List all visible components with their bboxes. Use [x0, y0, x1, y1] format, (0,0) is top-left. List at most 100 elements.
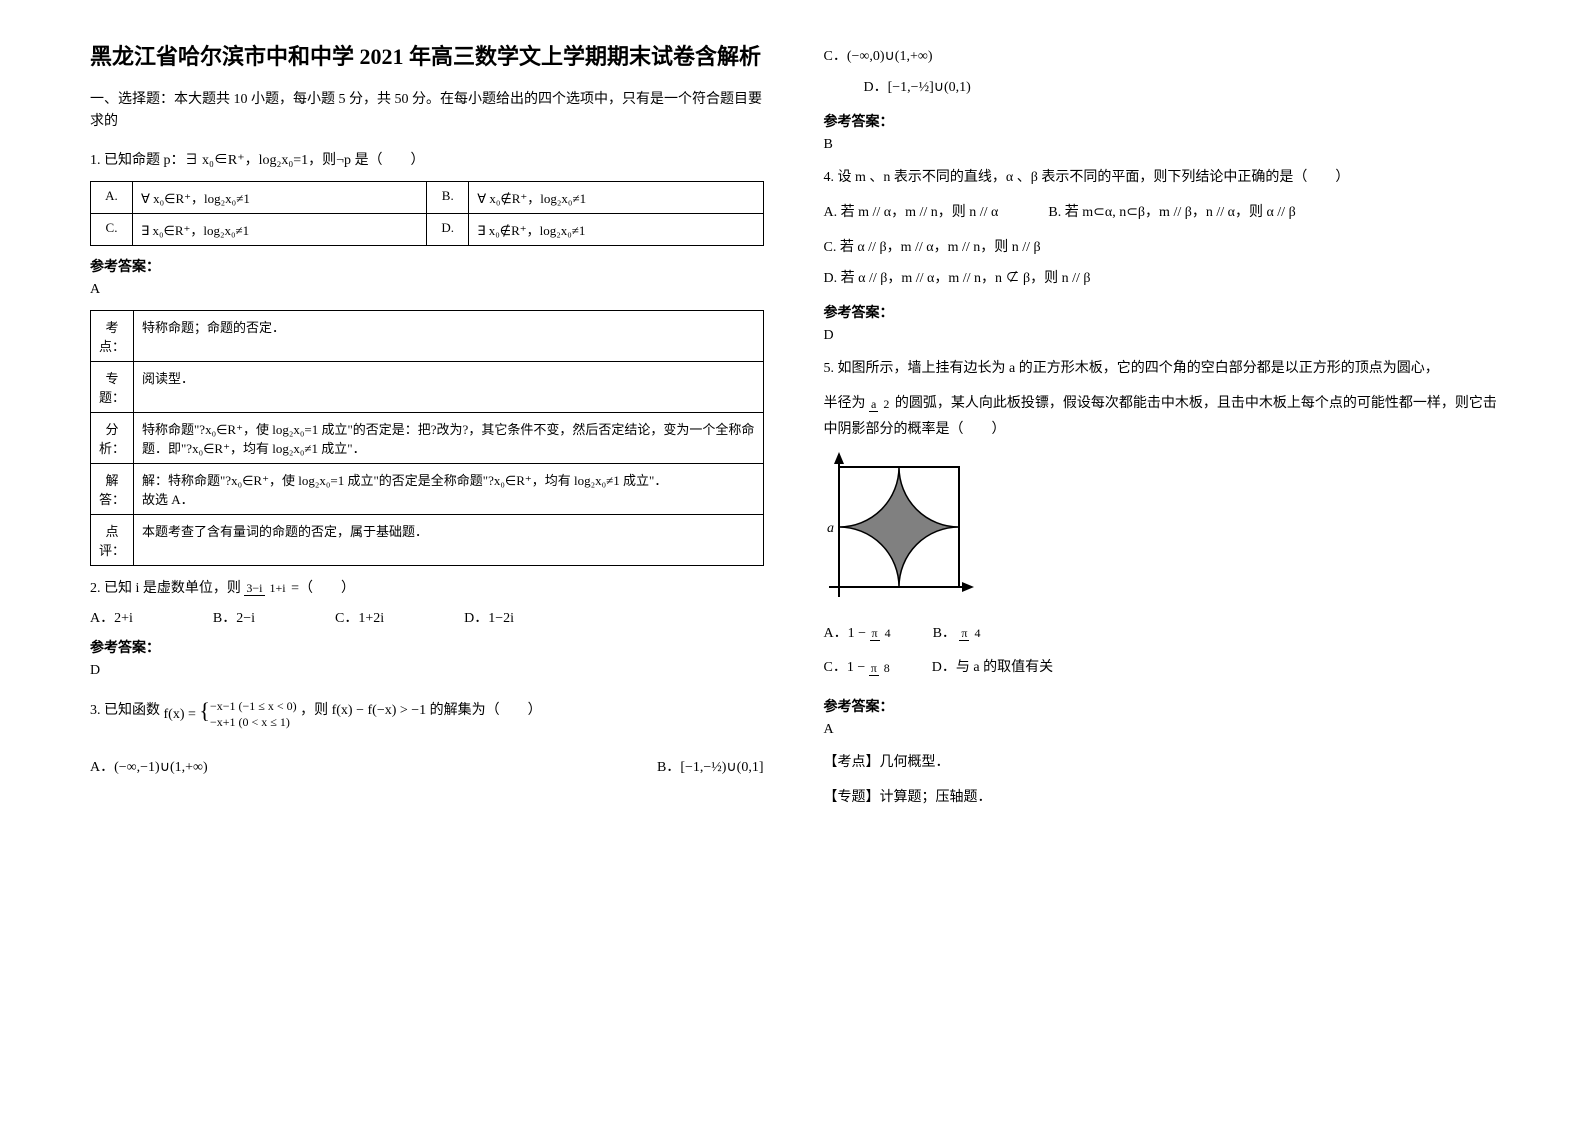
q5-answer: A [824, 722, 1498, 738]
q3-fx: f(x) = {−x−1 (−1 ≤ x < 0)−x+1 (0 < x ≤ 1… [164, 691, 297, 731]
analysis-text: 解：特称命题"?x₀∈R⁺，使 log₂x₀=1 成立"的否定是全称命题"?x₀… [134, 463, 764, 514]
analysis-text: 特称命题"?x₀∈R⁺，使 log₂x₀=1 成立"的否定是：把?改为?，其它条… [134, 412, 764, 463]
analysis-label: 【考点】 [824, 755, 880, 770]
q3-opt-b: B．[−1,−½)∪(0,1] [657, 755, 764, 782]
q3-options-row1: A．(−∞,−1)∪(1,+∞) B．[−1,−½)∪(0,1] [90, 751, 764, 786]
q1-answer: A [90, 282, 764, 298]
q4-opt-c: C. 若 α // β，m // α，m // n，则 n // β [824, 235, 1498, 262]
opt-text: [−1,−½]∪(0,1) [888, 80, 971, 95]
analysis-text: 特称命题；命题的否定． [134, 310, 764, 361]
q1-stem-post: 是（ ） [355, 153, 425, 168]
q5-opt-c: C．1 − π 8 [824, 655, 892, 682]
analysis-label: 分析： [91, 412, 134, 463]
right-column: C．(−∞,0)∪(1,+∞) D．[−1,−½]∪(0,1) 参考答案： B … [794, 40, 1528, 1082]
left-column: 黑龙江省哈尔滨市中和中学 2021 年高三数学文上学期期末试卷含解析 一、选择题… [60, 40, 794, 1082]
answer-label: 参考答案： [824, 302, 1498, 322]
opt-text: ∀ x₀∉R⁺，log₂x₀≠1 [469, 181, 763, 213]
analysis-label: 【专题】 [824, 790, 880, 805]
q4-stem: 4. 设 m 、n 表示不同的直线，α 、β 表示不同的平面，则下列结论中正确的… [824, 165, 1498, 190]
q3-opt-d: D．[−1,−½]∪(0,1) [864, 75, 1498, 102]
fraction-numerator: π [870, 626, 880, 641]
q3-stem-post: 的解集为（ ） [430, 703, 542, 718]
opt-fraction: π 4 [870, 627, 893, 640]
q4-answer: D [824, 328, 1498, 344]
answer-label: 参考答案： [824, 696, 1498, 716]
answer-label: 参考答案： [90, 637, 764, 657]
q5-figure: a [824, 452, 1498, 607]
q2-options: A．2+i B．2−i C．1+2i D．1−2i [90, 607, 764, 627]
q3-opt-a: A．(−∞,−1)∪(1,+∞) [90, 755, 208, 782]
opt-text: D．1−2i [464, 607, 514, 627]
opt-text: [−1,−½)∪(0,1] [680, 760, 763, 775]
analysis-label: 考点： [91, 310, 134, 361]
a-label: a [827, 521, 834, 536]
opt-text: (−∞,0)∪(1,+∞) [847, 49, 933, 64]
q2-stem: 2. 已知 i 是虚数单位，则 3−i 1+i =（ ） [90, 576, 764, 601]
analysis-text: 阅读型． [134, 361, 764, 412]
q1-options-table: A. ∀ x₀∈R⁺，log₂x₀≠1 B. ∀ x₀∉R⁺，log₂x₀≠1 … [90, 181, 764, 246]
q4-opt-b: B. 若 m⊂α, n⊂β，m // β，n // α，则 α // β [1048, 200, 1295, 227]
q2-answer: D [90, 663, 764, 679]
exam-title: 黑龙江省哈尔滨市中和中学 2021 年高三数学文上学期期末试卷含解析 [90, 40, 764, 73]
q3-answer: B [824, 137, 1498, 153]
q3-opt-c: C．(−∞,0)∪(1,+∞) [824, 44, 1498, 71]
table-row: 考点： 特称命题；命题的否定． [91, 310, 764, 361]
analysis-text: 计算题；压轴题． [880, 790, 992, 805]
analysis-text: 几何概型． [880, 755, 950, 770]
opt-fraction: π 4 [959, 627, 982, 640]
opt-text: C．1+2i [335, 607, 384, 627]
q5-opt-b: B． π 4 [933, 621, 983, 648]
q1-stem: 1. 已知命题 p：∃ x₀∈R⁺，log₂x₀=1，则¬p 是（ ） [90, 148, 764, 173]
opt-text: ∃ x₀∈R⁺，log₂x₀≠1 [133, 213, 427, 245]
q5-stem-2: 半径为 a 2 的圆弧，某人向此板投镖，假设每次都能击中木板，且击中木板上每个点… [824, 391, 1498, 441]
analysis-label: 点评： [91, 514, 134, 565]
q5-kaodian: 【考点】几何概型． [824, 750, 1498, 775]
q5-radius-fraction: a 2 [869, 398, 891, 411]
q4-opt-a: A. 若 m // α，m // n，则 n // α [824, 200, 999, 227]
q5-opts-row1: A．1 − π 4 B． π 4 [824, 617, 1498, 652]
answer-label: 参考答案： [824, 111, 1498, 131]
analysis-text: 本题考查了含有量词的命题的否定，属于基础题． [134, 514, 764, 565]
opt-label: C. [91, 213, 133, 245]
fraction-denominator: 8 [882, 661, 892, 675]
q3-stem: 3. 已知函数 f(x) = {−x−1 (−1 ≤ x < 0)−x+1 (0… [90, 691, 764, 731]
q1-analysis-table: 考点： 特称命题；命题的否定． 专题： 阅读型． 分析： 特称命题"?x₀∈R⁺… [90, 310, 764, 566]
q3-inequality: f(x) − f(−x) > −1 [332, 703, 427, 718]
q2-fraction: 3−i 1+i [244, 582, 287, 595]
fraction-denominator: 1+i [268, 581, 288, 595]
table-row: 解答： 解：特称命题"?x₀∈R⁺，使 log₂x₀=1 成立"的否定是全称命题… [91, 463, 764, 514]
table-row: 分析： 特称命题"?x₀∈R⁺，使 log₂x₀=1 成立"的否定是：把?改为?… [91, 412, 764, 463]
q4-opt-d: D. 若 α // β，m // α，m // n，n ⊄ β，则 n // β [824, 266, 1498, 293]
opt-text: A．2+i [90, 607, 133, 627]
section-description: 一、选择题：本大题共 10 小题，每小题 5 分，共 50 分。在每小题给出的四… [90, 89, 764, 134]
q1-proposition: p：∃ x₀∈R⁺，log₂x₀=1，则¬p [164, 153, 352, 168]
answer-label: 参考答案： [90, 256, 764, 276]
q4-opts-row1: A. 若 m // α，m // n，则 n // α B. 若 m⊂α, n⊂… [824, 196, 1498, 231]
opt-pre: C．1 − [824, 660, 869, 675]
fraction-denominator: 4 [972, 626, 982, 640]
table-row: 点评： 本题考查了含有量词的命题的否定，属于基础题． [91, 514, 764, 565]
q5-stem2-pre: 半径为 [824, 396, 866, 411]
q5-zhuanti: 【专题】计算题；压轴题． [824, 785, 1498, 810]
opt-text: B．2−i [213, 607, 255, 627]
fraction-denominator: 2 [881, 397, 891, 411]
opt-pre: A．1 − [824, 626, 870, 641]
fraction-denominator: 4 [883, 626, 893, 640]
analysis-label: 解答： [91, 463, 134, 514]
fraction-numerator: π [869, 661, 879, 676]
q3-stem-mid: ，则 [300, 703, 328, 718]
q3-stem-pre: 3. 已知函数 [90, 703, 160, 718]
q5-opt-a: A．1 − π 4 [824, 621, 893, 648]
fraction-numerator: π [959, 626, 969, 641]
dartboard-icon: a [824, 452, 974, 602]
opt-label: D. [427, 213, 469, 245]
opt-text: ∃ x₀∉R⁺，log₂x₀≠1 [469, 213, 763, 245]
fraction-numerator: 3−i [244, 581, 264, 596]
opt-fraction: π 8 [869, 662, 892, 675]
q5-stem-1: 5. 如图所示，墙上挂有边长为 a 的正方形木板，它的四个角的空白部分都是以正方… [824, 356, 1498, 381]
q2-stem-text: 2. 已知 i 是虚数单位，则 [90, 581, 241, 596]
table-row: 专题： 阅读型． [91, 361, 764, 412]
q5-stem2-post: 的圆弧，某人向此板投镖，假设每次都能击中木板，且击中木板上每个点的可能性都一样，… [824, 396, 1497, 436]
opt-pre: B． [933, 626, 956, 641]
fraction-numerator: a [869, 397, 878, 412]
